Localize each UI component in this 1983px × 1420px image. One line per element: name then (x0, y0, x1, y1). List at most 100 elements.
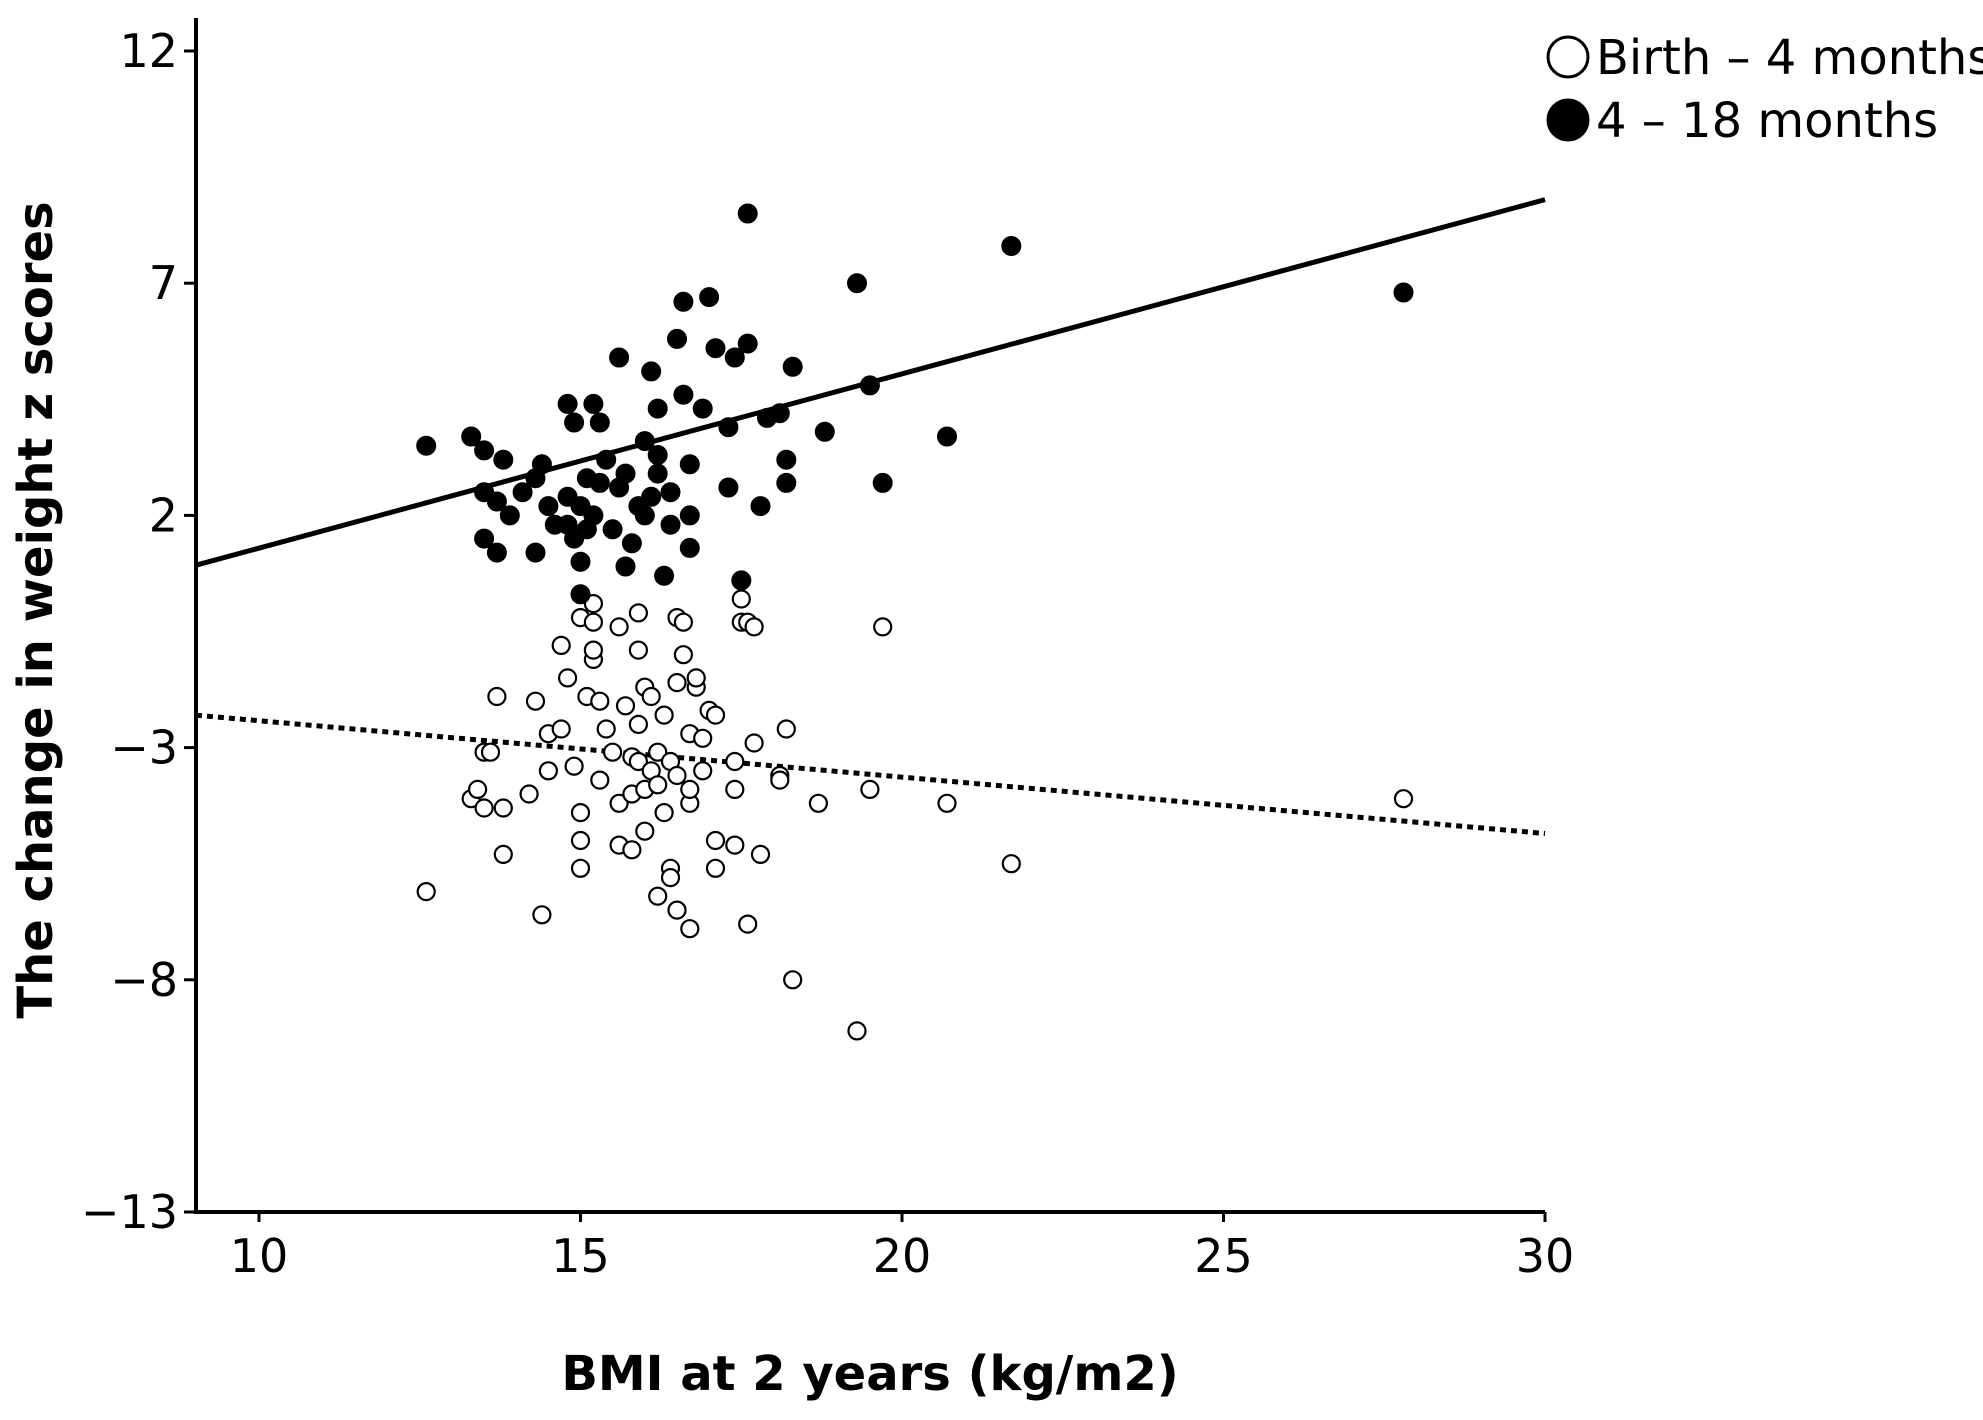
point-birth-4-months (1393, 789, 1414, 809)
point-birth-4-months (654, 802, 674, 823)
y-tick-label: −8 (110, 953, 178, 1007)
point-birth-4-months (551, 719, 571, 739)
point-4-18-months (679, 505, 700, 526)
point-4-18-months (615, 556, 636, 577)
point-4-18-months (531, 454, 552, 475)
point-4-18-months (499, 505, 520, 526)
point-4-18-months (512, 482, 533, 503)
point-birth-4-months (493, 798, 513, 818)
point-birth-4-months (750, 844, 771, 865)
point-4-18-months (679, 537, 700, 558)
y-tick-label: 2 (149, 488, 178, 542)
point-birth-4-months (873, 617, 893, 637)
point-4-18-months (654, 565, 675, 586)
point-4-18-months (634, 505, 655, 526)
point-birth-4-months (693, 728, 713, 748)
y-tick-label: −13 (81, 1185, 178, 1239)
legend: Birth – 4 months 4 – 18 months (1546, 30, 1983, 149)
point-birth-4-months (583, 593, 604, 614)
point-birth-4-months (590, 691, 610, 711)
point-4-18-months (564, 412, 585, 433)
point-4-18-months (699, 287, 720, 308)
point-4-18-months (731, 570, 752, 591)
point-4-18-months (1393, 282, 1414, 303)
point-4-18-months (486, 491, 507, 512)
point-4-18-months (461, 426, 482, 447)
point-birth-4-months (680, 779, 700, 800)
x-tick-label: 25 (1194, 1229, 1253, 1283)
point-4-18-months (525, 542, 546, 563)
point-4-18-months (737, 203, 758, 224)
point-birth-4-months (493, 844, 513, 865)
point-birth-4-months (731, 589, 751, 609)
point-birth-4-months (474, 798, 494, 818)
point-4-18-months (724, 347, 745, 368)
point-birth-4-months (847, 1021, 867, 1041)
point-birth-4-months (1001, 854, 1021, 874)
point-birth-4-months (583, 612, 604, 632)
point-4-18-months (538, 496, 559, 517)
point-birth-4-months (744, 617, 764, 637)
point-4-18-months (769, 403, 790, 424)
point-birth-4-months (538, 761, 559, 781)
point-4-18-months (776, 449, 797, 470)
point-birth-4-months (487, 686, 507, 707)
point-4-18-months (596, 449, 617, 470)
point-birth-4-months (667, 672, 687, 693)
point-4-18-months (602, 519, 623, 540)
x-tick-label: 10 (230, 1229, 289, 1283)
point-birth-4-months (744, 733, 764, 753)
fit-line-birth-4-months (195, 712, 1546, 837)
point-birth-4-months (609, 617, 629, 637)
point-birth-4-months (673, 645, 694, 665)
point-birth-4-months (570, 802, 591, 823)
point-4-18-months (814, 421, 835, 442)
point-birth-4-months (776, 719, 796, 739)
point-birth-4-months (628, 751, 649, 772)
point-birth-4-months (648, 886, 668, 906)
point-birth-4-months (583, 640, 604, 660)
point-4-18-months (416, 435, 437, 456)
point-birth-4-months (635, 821, 655, 841)
point-4-18-months (679, 454, 700, 475)
point-birth-4-months (648, 742, 668, 762)
point-birth-4-months (570, 830, 591, 851)
point-birth-4-months (860, 779, 880, 800)
x-tick-label: 15 (551, 1229, 610, 1283)
y-tick-label: −3 (110, 721, 178, 775)
point-birth-4-months (654, 705, 674, 725)
point-birth-4-months (602, 742, 623, 762)
point-birth-4-months (808, 793, 829, 813)
point-4-18-months (609, 347, 630, 368)
point-birth-4-months (667, 765, 687, 786)
point-4-18-months (718, 417, 739, 438)
point-4-18-months (937, 426, 957, 447)
legend-label-birth-4-months: Birth – 4 months (1596, 30, 1983, 86)
point-birth-4-months (416, 881, 436, 902)
point-birth-4-months (648, 775, 668, 795)
point-birth-4-months (705, 705, 726, 725)
point-birth-4-months (609, 793, 629, 813)
point-birth-4-months (532, 905, 552, 925)
point-birth-4-months (480, 742, 501, 762)
point-birth-4-months (641, 686, 661, 707)
x-axis-title: BMI at 2 years (kg/m2) (561, 1346, 1178, 1402)
point-4-18-months (776, 472, 797, 493)
point-4-18-months (583, 393, 604, 414)
point-birth-4-months (937, 793, 957, 813)
point-4-18-months (660, 482, 681, 503)
point-4-18-months (647, 398, 668, 419)
y-axis-title: The change in weight z scores (8, 201, 64, 1018)
point-4-18-months (474, 440, 495, 461)
point-4-18-months (583, 505, 604, 526)
point-4-18-months (872, 472, 893, 493)
point-4-18-months (705, 338, 726, 359)
point-birth-4-months (705, 830, 726, 851)
point-4-18-months (647, 445, 668, 465)
point-birth-4-months (628, 603, 649, 623)
point-birth-4-months (680, 919, 700, 939)
point-4-18-months (621, 533, 642, 554)
x-tick-label: 30 (1516, 1229, 1575, 1283)
point-birth-4-months (564, 756, 584, 776)
legend-label-4-18-months: 4 – 18 months (1596, 93, 1938, 149)
